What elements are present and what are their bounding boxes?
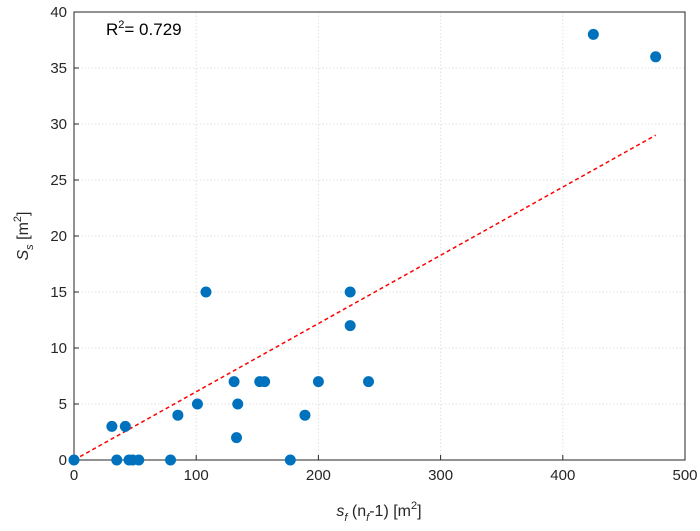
x-tick-label: 200 (306, 467, 331, 484)
y-tick-label: 20 (50, 228, 67, 245)
regression-line (73, 134, 657, 461)
y-tick-label: 0 (59, 452, 67, 469)
x-tick-label: 400 (550, 467, 575, 484)
y-tick-label: 25 (50, 172, 67, 189)
data-point (299, 409, 311, 421)
data-points (68, 28, 662, 466)
y-tick-label: 10 (50, 340, 67, 357)
data-point (259, 376, 271, 388)
data-point (172, 409, 184, 421)
y-axis-ticks: 0 5 10 15 20 25 30 35 40 (50, 4, 79, 469)
data-point (165, 454, 177, 466)
data-point (191, 398, 203, 410)
data-point (232, 398, 244, 410)
data-point (119, 420, 131, 432)
data-point (111, 454, 123, 466)
y-tick-label: 30 (50, 116, 67, 133)
data-point (587, 28, 599, 40)
data-point (68, 454, 80, 466)
data-point (106, 420, 118, 432)
data-point (231, 432, 243, 444)
x-tick-label: 300 (428, 467, 453, 484)
data-point (344, 320, 356, 332)
data-point (344, 286, 356, 298)
y-tick-label: 40 (50, 4, 67, 21)
y-tick-label: 5 (59, 396, 67, 413)
data-point (363, 376, 375, 388)
data-point (200, 286, 212, 298)
data-point (284, 454, 296, 466)
x-tick-label: 500 (672, 467, 697, 484)
data-point (228, 376, 240, 388)
x-tick-label: 100 (184, 467, 209, 484)
r-squared-annotation: R2= 0.729 (106, 19, 182, 39)
data-point (133, 454, 145, 466)
x-tick-label: 0 (70, 467, 78, 484)
y-tick-label: 35 (50, 60, 67, 77)
data-point (650, 51, 662, 63)
x-axis-label: sf (nf-1) [m2] (336, 500, 421, 524)
y-tick-label: 15 (50, 284, 67, 301)
data-point (312, 376, 324, 388)
y-axis-label: Ss [m2] (12, 212, 36, 261)
x-axis-ticks: 0 100 200 300 400 500 (70, 455, 698, 484)
